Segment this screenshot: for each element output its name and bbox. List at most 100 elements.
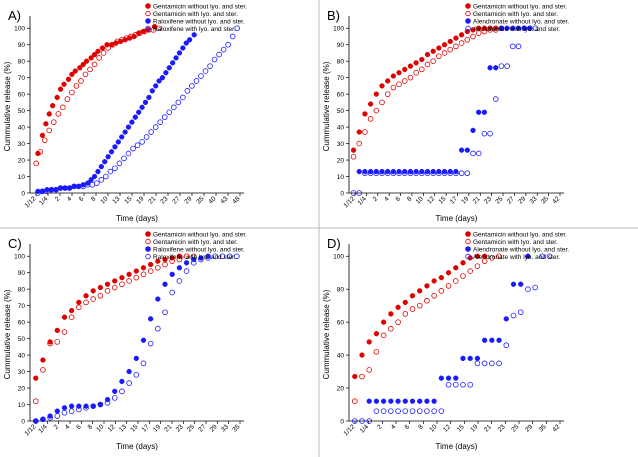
data-point [489,337,495,343]
data-point [474,263,481,269]
data-point [546,253,553,260]
x-axis-title: Time (days) [436,442,478,451]
x-tick-label: 2 [372,195,380,203]
data-point [198,255,204,261]
legend-label: Alendronate with lyo. and ster. [473,26,560,33]
x-tick-label: 15 [123,195,133,205]
data-point [109,41,116,48]
data-point [170,104,177,111]
data-point [91,61,98,68]
data-point [107,168,114,175]
data-point [458,32,465,38]
x-tick-label: 6 [78,195,86,203]
data-point [460,381,466,388]
legend: Gentamicin without lyo. and ster.Gentami… [145,3,247,33]
data-point [419,170,425,177]
legend-marker [465,246,471,252]
data-point [430,48,436,54]
legend-label: Gentamicin without lyo. and ster. [473,3,567,10]
legend-label: Gentamicin with lyo. and ster. [473,239,558,246]
data-point [169,258,175,264]
data-point [515,25,522,31]
data-point [105,154,111,160]
x-tick-label: 33 [220,423,230,433]
data-point [98,163,104,170]
data-point [351,398,358,405]
data-point [453,170,459,177]
data-point [54,327,60,334]
data-point [409,408,416,414]
x-tick-label: 15 [129,423,139,433]
data-point [205,253,211,259]
data-point [183,268,190,274]
data-point [481,28,488,35]
data-point [104,400,111,406]
y-tick-label: 20 [337,157,345,164]
data-point [133,372,140,378]
y-tick-label: 0 [340,190,344,197]
panel-letter: A) [8,8,21,23]
data-point [402,311,409,317]
data-point [467,355,473,362]
data-point [385,78,391,84]
data-point [55,111,62,117]
data-point [156,78,162,84]
series-1 [350,25,505,153]
data-point [104,288,111,294]
data-point [470,33,476,40]
x-tick-label: 10 [428,423,438,433]
data-point [447,170,454,177]
data-point [76,406,82,413]
data-point [390,73,397,79]
x-tick-label: 35 [231,423,241,433]
data-point [359,373,365,380]
data-point [396,168,402,175]
data-point [388,311,394,317]
data-point [464,36,471,43]
y-tick-label: 100 [333,254,344,261]
y-tick-label: 50 [18,108,26,115]
data-point [366,418,373,424]
data-point [352,373,358,380]
legend-label: Raloxifene with lyo. and ster. [153,26,236,33]
x-tick-label: 21 [483,423,493,433]
data-point [464,147,470,153]
data-point [90,296,96,302]
data-point [122,129,128,135]
data-point [159,75,166,81]
data-point [492,27,499,33]
legend-label: Gentamicin with lyo. and ster. [473,11,558,18]
data-point [441,50,448,56]
data-point [61,409,68,416]
x-tick-label: 42 [551,423,561,433]
data-point [69,403,75,409]
data-point [379,83,385,89]
data-point [100,50,107,56]
data-point [487,27,493,33]
series-1 [33,253,183,381]
y-tick-label: 90 [337,42,345,49]
data-point [69,89,75,96]
data-point [146,94,152,101]
x-tick-label: 13 [118,423,128,433]
data-point [431,292,437,299]
data-point [39,132,46,138]
series-4 [350,25,539,196]
x-tick-label: 4 [64,423,72,431]
data-point [157,119,164,125]
series-1 [352,253,488,380]
y-axis-title: Cummulative release (%) [3,61,12,151]
data-point [413,170,419,177]
y-tick-label: 40 [337,352,345,359]
data-point [388,325,394,332]
data-point [532,25,539,32]
y-tick-label: 30 [18,141,26,148]
data-point [136,109,142,115]
y-tick-label: 80 [18,286,26,293]
data-point [367,101,374,107]
data-point [46,111,52,117]
data-point [111,395,118,401]
data-point [133,355,139,362]
data-point [46,127,53,134]
panel-letter: C) [8,236,22,251]
